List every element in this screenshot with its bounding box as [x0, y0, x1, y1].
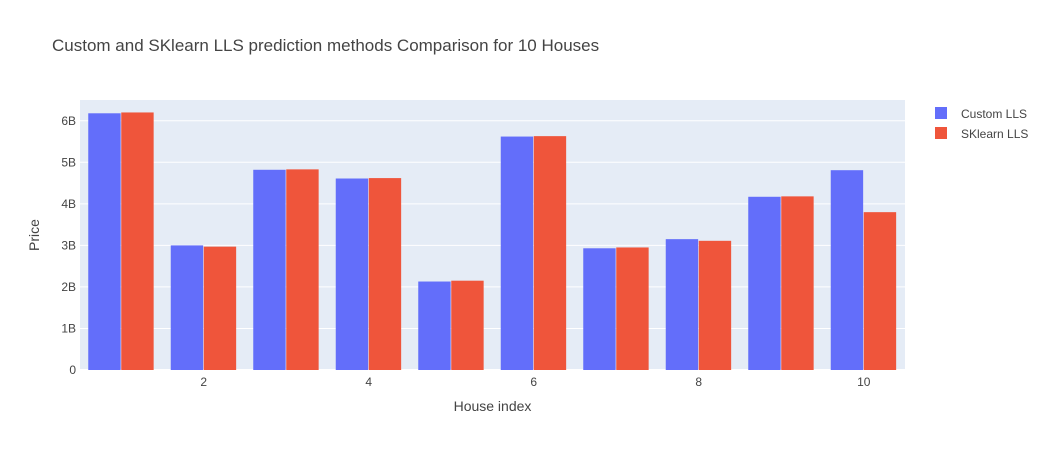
bar-sklearn-lls[interactable]	[616, 247, 649, 370]
x-tick-label: 6	[530, 375, 537, 389]
legend-label: SKlearn LLS	[961, 127, 1028, 141]
bar-custom-lls[interactable]	[170, 245, 204, 370]
chart-title: Custom and SKlearn LLS prediction method…	[52, 36, 599, 55]
legend-label: Custom LLS	[961, 107, 1027, 121]
bar-custom-lls[interactable]	[748, 196, 781, 370]
bar-sklearn-lls[interactable]	[451, 280, 484, 370]
legend-item[interactable]: SKlearn LLS	[935, 127, 1028, 141]
y-tick-label: 2B	[61, 280, 76, 294]
legend-item[interactable]: Custom LLS	[935, 107, 1027, 121]
y-tick-label: 4B	[61, 197, 76, 211]
bar-sklearn-lls[interactable]	[863, 212, 897, 370]
bar-custom-lls[interactable]	[88, 113, 121, 371]
x-axis-title: House index	[454, 398, 532, 414]
bar-sklearn-lls[interactable]	[533, 136, 567, 370]
bars-group	[88, 112, 897, 371]
y-tick-label: 5B	[61, 155, 76, 169]
y-axis-ticks: 0 1B 2B 3B 4B 5B 6B	[61, 114, 76, 377]
x-tick-label: 2	[200, 375, 207, 389]
x-axis-ticks: 2 4 6 8 10	[200, 375, 870, 389]
bar-custom-lls[interactable]	[500, 136, 534, 370]
y-tick-label: 1B	[61, 321, 76, 335]
bar-custom-lls[interactable]	[418, 281, 451, 370]
legend[interactable]: Custom LLS SKlearn LLS	[935, 107, 1028, 141]
bar-sklearn-lls[interactable]	[368, 178, 402, 370]
bar-sklearn-lls[interactable]	[121, 112, 154, 370]
bar-custom-lls[interactable]	[583, 248, 616, 370]
x-tick-label: 10	[857, 375, 871, 389]
y-tick-label: 0	[69, 363, 76, 377]
bar-sklearn-lls[interactable]	[286, 169, 319, 370]
bar-custom-lls[interactable]	[665, 239, 699, 370]
bar-sklearn-lls[interactable]	[698, 240, 732, 370]
legend-swatch	[935, 127, 947, 139]
x-tick-label: 8	[695, 375, 702, 389]
bar-custom-lls[interactable]	[335, 178, 369, 370]
bar-sklearn-lls[interactable]	[781, 196, 814, 370]
legend-swatch	[935, 107, 947, 119]
x-tick-label: 4	[365, 375, 372, 389]
y-tick-label: 6B	[61, 114, 76, 128]
y-tick-label: 3B	[61, 238, 76, 252]
bar-custom-lls[interactable]	[830, 170, 864, 370]
y-axis-title: Price	[26, 219, 42, 251]
bar-sklearn-lls[interactable]	[203, 246, 237, 370]
bar-custom-lls[interactable]	[253, 169, 286, 370]
